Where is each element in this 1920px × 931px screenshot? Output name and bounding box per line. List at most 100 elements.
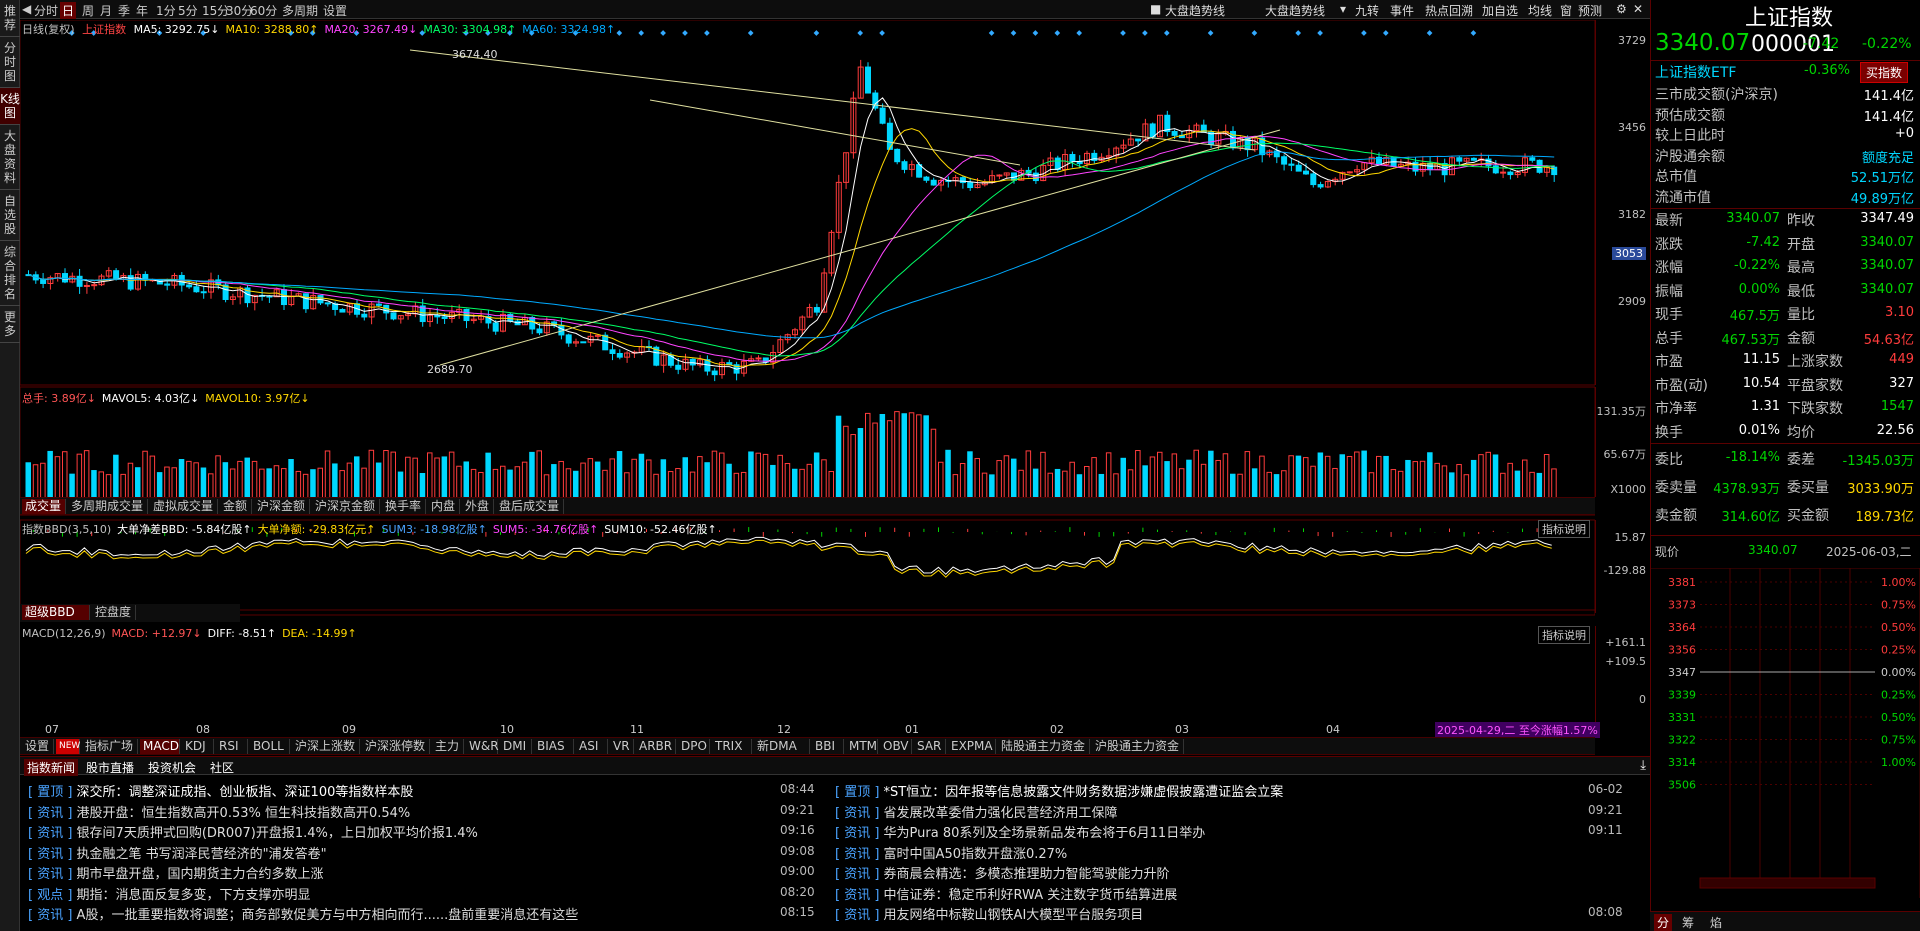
checkbox-icon[interactable]: ■ xyxy=(1150,2,1162,16)
bbd-help-button[interactable]: 指标说明 xyxy=(1538,520,1590,538)
sidebar-tab-6[interactable]: 更多 xyxy=(0,306,20,343)
period-tab-12[interactable]: 设置 xyxy=(323,4,348,18)
tab-沪深涨停数[interactable]: 沪深涨停数 xyxy=(362,739,430,754)
period-tab-5[interactable]: 年 xyxy=(136,4,149,18)
period-tab-2[interactable]: 周 xyxy=(82,4,95,18)
period-tab-3[interactable]: 月 xyxy=(100,4,113,18)
sidebar-tab-5[interactable]: 综合排名 xyxy=(0,241,20,306)
tab-BOLL[interactable]: BOLL xyxy=(250,739,290,754)
mini-tab-2[interactable]: 焰 xyxy=(1710,916,1723,930)
tab-指标广场[interactable]: 指标广场 xyxy=(82,739,138,754)
tab-新DMA[interactable]: 新DMA xyxy=(754,739,810,754)
kline-chart[interactable] xyxy=(20,20,1595,616)
news-item[interactable]: [ 观点 ] 期指：消息面反复多变，下方支撑亦明显 xyxy=(28,884,311,903)
tab-ARBR[interactable]: ARBR xyxy=(636,739,676,754)
macd-help-button[interactable]: 指标说明 xyxy=(1538,626,1590,644)
tab-MACD[interactable]: MACD xyxy=(140,739,180,754)
close-icon[interactable]: ✕ xyxy=(1633,2,1644,16)
news-item[interactable]: [ 置顶 ] 深交所：调整深证成指、创业板指、深证100等指数样本股 xyxy=(28,781,413,800)
period-tab-7[interactable]: 5分 xyxy=(178,4,198,18)
tab-设置[interactable]: 设置 xyxy=(22,739,54,754)
period-tab-8[interactable]: 15分 xyxy=(202,4,230,18)
tab-沪深京金额[interactable]: 沪深京金额 xyxy=(312,499,380,514)
news-item[interactable]: [ 资讯 ] 执金融之笔 书写润泽民营经济的"浦发答卷" xyxy=(28,843,327,862)
period-tab-9[interactable]: 30分 xyxy=(226,4,254,18)
toolbar-jiuzhuan[interactable]: 九转 xyxy=(1355,4,1380,18)
tab-多周期成交量[interactable]: 多周期成交量 xyxy=(68,499,148,514)
sidebar-tab-3[interactable]: 大盘资料 xyxy=(0,125,20,190)
news-item[interactable]: [ 资讯 ] 用友网络中标鞍山钢铁AI大模型平台服务项目 xyxy=(835,904,1143,923)
tab-BBI[interactable]: BBI xyxy=(812,739,844,754)
toolbar-window[interactable]: 窗 xyxy=(1560,4,1573,18)
period-tab-4[interactable]: 季 xyxy=(118,4,131,18)
tab-MTM[interactable]: MTM xyxy=(846,739,878,754)
mini-tab-1[interactable]: 筹 xyxy=(1682,916,1695,930)
period-tab-6[interactable]: 1分 xyxy=(156,4,176,18)
news-item[interactable]: [ 资讯 ] 中信证券：稳定币利好RWA 关注数字货币结算进展 xyxy=(835,884,1177,903)
tab-沪深上涨数[interactable]: 沪深上涨数 xyxy=(292,739,360,754)
back-icon[interactable]: ◀ xyxy=(22,2,32,16)
news-item[interactable]: [ 资讯 ] 港股开盘：恒生指数高开0.53% 恒生科技指数高开0.54% xyxy=(28,802,410,821)
chevron-down-icon[interactable]: ▾ xyxy=(1340,2,1347,16)
tab-沪深金额[interactable]: 沪深金额 xyxy=(254,499,310,514)
news-item[interactable]: [ 资讯 ] 期市早盘开盘，国内期货主力合约多数上涨 xyxy=(28,863,324,882)
tab-超级BBD[interactable]: 超级BBD xyxy=(22,605,90,620)
tab-换手率[interactable]: 换手率 xyxy=(382,499,426,514)
sidebar-tab-1[interactable]: 分时图 xyxy=(0,37,20,88)
toolbar-events[interactable]: 事件 xyxy=(1390,4,1415,18)
tab-沪股通主力资金[interactable]: 沪股通主力资金 xyxy=(1092,739,1184,754)
gear-icon[interactable]: ⚙ xyxy=(1616,2,1627,16)
tab-陆股通主力资金[interactable]: 陆股通主力资金 xyxy=(998,739,1090,754)
toolbar-forecast[interactable]: 预测 xyxy=(1578,4,1603,18)
download-icon[interactable]: ⤓ xyxy=(1640,758,1646,773)
toolbar-add-watchlist[interactable]: 加自选 xyxy=(1482,4,1519,18)
tab-控盘度[interactable]: 控盘度 xyxy=(92,605,136,620)
news-item[interactable]: [ 资讯 ] 银存间7天质押式回购(DR007)开盘报1.4%，上日加权平均价报… xyxy=(28,822,478,841)
news-tab-2[interactable]: 投资机会 xyxy=(148,761,197,775)
period-tab-10[interactable]: 60分 xyxy=(250,4,278,18)
period-tab-0[interactable]: 分时 xyxy=(34,4,59,18)
news-item[interactable]: [ 资讯 ] 券商晨会精选：多模态推理助力智能驾驶能力升阶 xyxy=(835,863,1170,882)
tab-OBV[interactable]: OBV xyxy=(880,739,912,754)
toolbar-trend-2[interactable]: 大盘趋势线 xyxy=(1265,4,1326,18)
tab-DPO[interactable]: DPO xyxy=(678,739,710,754)
tab-内盘[interactable]: 内盘 xyxy=(428,499,460,514)
tab-RSI[interactable]: RSI xyxy=(216,739,248,754)
tab-EXPMA[interactable]: EXPMA xyxy=(948,739,996,754)
news-item[interactable]: [ 置顶 ] *ST恒立：因年报等信息披露文件财务数据涉嫌虚假披露遭证监会立案 xyxy=(835,781,1283,800)
tab-虚拟成交量[interactable]: 虚拟成交量 xyxy=(150,499,218,514)
etf-link[interactable]: 上证指数ETF xyxy=(1655,65,1737,81)
news-item[interactable]: [ 资讯 ] 华为Pura 80系列及全场景新品发布会将于6月11日举办 xyxy=(835,822,1205,841)
tab-成交量[interactable]: 成交量 xyxy=(22,499,66,514)
toolbar-hot-backtrack[interactable]: 热点回溯 xyxy=(1425,4,1474,18)
news-item[interactable]: [ 资讯 ] 富时中国A50指数开盘涨0.27% xyxy=(835,843,1067,862)
sidebar-tab-4[interactable]: 自选股 xyxy=(0,190,20,241)
news-tab-3[interactable]: 社区 xyxy=(210,761,235,775)
mini-intraday-chart[interactable]: 3381 3373 3364 3356 3347 3339 3331 3322 3314 3506… xyxy=(1650,568,1920,898)
tab-ASI[interactable]: ASI xyxy=(576,739,608,754)
news-item[interactable]: [ 资讯 ] 省发展改革委借力强化民营经济用工保障 xyxy=(835,802,1118,821)
mini-tab-0[interactable]: 分 xyxy=(1654,914,1673,931)
news-tab-0[interactable]: 指数新闻 xyxy=(24,759,79,776)
period-tab-11[interactable]: 多周期 xyxy=(282,4,319,18)
tab-SAR[interactable]: SAR xyxy=(914,739,946,754)
news-item[interactable]: [ 资讯 ] A股，一批重要指数将调整；商务部敦促美方与中方相向而行......… xyxy=(28,904,578,923)
toolbar-trend-1[interactable]: 大盘趋势线 xyxy=(1165,4,1226,18)
tab-盘后成交量[interactable]: 盘后成交量 xyxy=(496,499,564,514)
tab-BIAS[interactable]: BIAS xyxy=(534,739,574,754)
tab-VR[interactable]: VR xyxy=(610,739,634,754)
toolbar-ma[interactable]: 均线 xyxy=(1528,4,1553,18)
tab-主力[interactable]: 主力 xyxy=(432,739,464,754)
sidebar-tab-2[interactable]: K线图 xyxy=(0,88,20,125)
buy-index-button[interactable]: 买指数 xyxy=(1860,62,1909,83)
tab-KDJ[interactable]: KDJ xyxy=(182,739,214,754)
tab-NEW[interactable]: NEW xyxy=(56,739,80,754)
tab-金额[interactable]: 金额 xyxy=(220,499,252,514)
sidebar-tab-0[interactable]: 推荐 xyxy=(0,0,20,37)
period-tab-1[interactable]: 日 xyxy=(60,2,77,19)
tab-外盘[interactable]: 外盘 xyxy=(462,499,494,514)
tab-W&R[interactable]: W&R xyxy=(466,739,499,754)
news-tab-1[interactable]: 股市直播 xyxy=(86,761,135,775)
tab-DMI[interactable]: DMI xyxy=(500,739,532,754)
tab-TRIX[interactable]: TRIX xyxy=(712,739,752,754)
